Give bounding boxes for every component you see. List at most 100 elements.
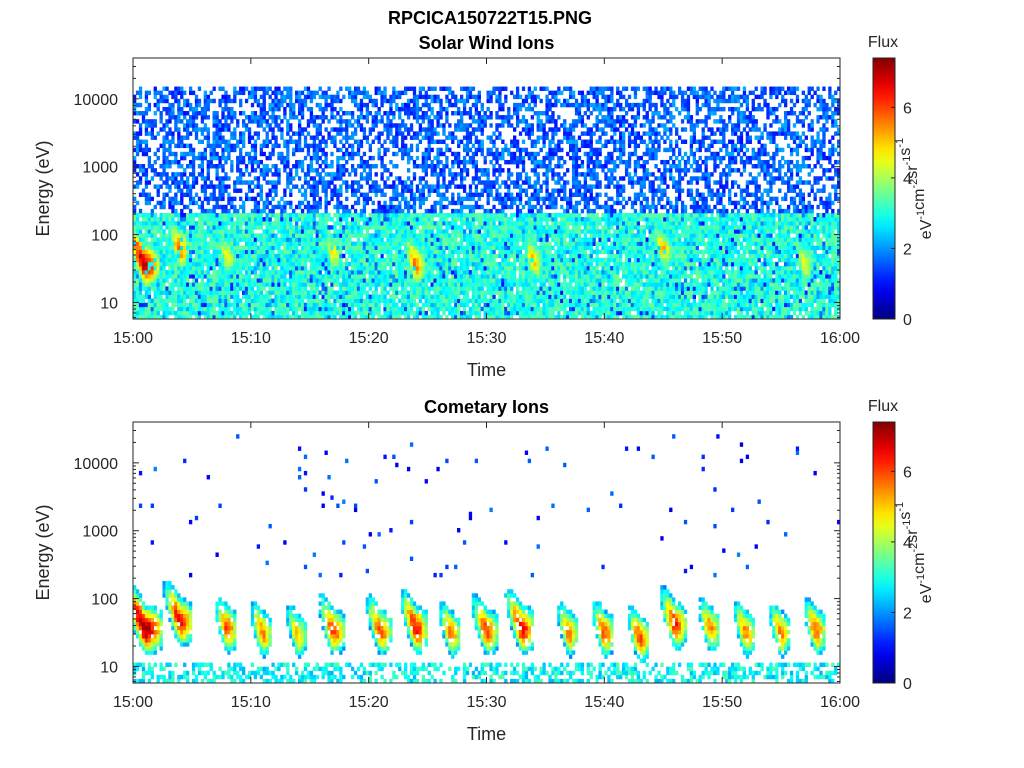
heatmap-cell — [330, 102, 334, 108]
heatmap-cell — [271, 127, 275, 132]
heatmap-cell — [271, 119, 275, 124]
heatmap-cell — [295, 249, 299, 255]
heatmap-cell — [480, 286, 484, 291]
heatmap-cell — [359, 282, 364, 287]
heatmap-cell — [439, 282, 443, 287]
heatmap-cell — [380, 282, 384, 287]
heatmap-cell — [336, 298, 340, 304]
heatmap-cell — [218, 155, 222, 161]
heatmap-cell — [141, 265, 146, 271]
heatmap-cell — [171, 286, 175, 291]
heatmap-cell — [295, 241, 299, 246]
heatmap-cell — [156, 172, 160, 177]
heatmap-cell — [233, 131, 237, 136]
heatmap-cell — [277, 176, 281, 181]
heatmap-cell — [174, 127, 178, 132]
heatmap-cell — [271, 233, 275, 238]
heatmap-cell — [135, 225, 140, 230]
heatmap-cell — [191, 90, 196, 96]
heatmap-cell — [165, 221, 169, 226]
heatmap-cell — [256, 86, 261, 91]
heatmap-cell — [150, 196, 154, 202]
heatmap-cell — [395, 208, 399, 214]
heatmap-cell — [374, 237, 378, 242]
heatmap-cell — [465, 204, 470, 210]
heatmap-cell — [135, 286, 140, 291]
heatmap-cell — [253, 261, 258, 267]
heatmap-cell — [312, 286, 316, 291]
heatmap-cell — [268, 225, 272, 230]
heatmap-cell — [312, 249, 316, 255]
heatmap-cell — [250, 237, 255, 242]
heatmap-cell — [377, 245, 381, 251]
heatmap-cell — [404, 274, 408, 279]
heatmap-cell — [439, 265, 443, 271]
heatmap-cell — [474, 265, 479, 271]
heatmap-cell — [250, 94, 255, 100]
heatmap-cell — [404, 212, 408, 218]
heatmap-cell — [392, 290, 396, 295]
heatmap-cell — [271, 290, 275, 295]
heatmap-cell — [477, 212, 481, 218]
heatmap-cell — [271, 261, 275, 267]
heatmap-cell — [451, 290, 455, 295]
heatmap-cell — [336, 274, 340, 279]
heatmap-cell — [424, 127, 428, 132]
heatmap-cell — [221, 298, 225, 304]
heatmap-cell — [165, 225, 169, 230]
heatmap-cell — [433, 94, 437, 100]
heatmap-cell — [280, 257, 284, 263]
heatmap-cell — [412, 265, 417, 271]
heatmap-cell — [371, 310, 375, 316]
heatmap-cell — [244, 217, 249, 222]
heatmap-cell — [457, 298, 461, 304]
heatmap-cell — [433, 131, 437, 136]
heatmap-cell — [147, 106, 152, 112]
heatmap-cell — [342, 180, 346, 185]
heatmap-cell — [194, 225, 199, 230]
heatmap-cell — [445, 290, 449, 295]
heatmap-cell — [312, 302, 316, 308]
heatmap-cell — [309, 98, 314, 104]
heatmap-cell — [365, 290, 370, 295]
heatmap-cell — [147, 245, 152, 251]
heatmap-cell — [303, 172, 308, 177]
heatmap-cell — [259, 94, 263, 100]
heatmap-cell — [174, 253, 178, 259]
heatmap-cell — [283, 245, 287, 251]
heatmap-cell — [462, 147, 467, 153]
heatmap-cell — [368, 94, 372, 100]
heatmap-cell — [180, 270, 184, 275]
heatmap-cell — [418, 290, 423, 295]
heatmap-cell — [280, 306, 284, 312]
heatmap-cell — [156, 106, 160, 112]
heatmap-cell — [433, 172, 437, 177]
heatmap-cell — [177, 164, 181, 169]
heatmap-cell — [224, 102, 228, 108]
heatmap-cell — [324, 290, 328, 295]
heatmap-cell — [377, 151, 381, 157]
heatmap-cell — [236, 278, 240, 283]
heatmap-cell — [203, 123, 207, 128]
heatmap-cell — [209, 241, 213, 246]
heatmap-cell — [454, 302, 458, 308]
heatmap-cell — [457, 257, 461, 263]
heatmap-cell — [459, 94, 464, 100]
heatmap-cell — [265, 302, 269, 308]
heatmap-cell — [483, 212, 487, 218]
heatmap-cell — [454, 111, 458, 116]
heatmap-cell — [445, 274, 449, 279]
heatmap-cell — [150, 278, 154, 283]
heatmap-cell — [392, 217, 396, 222]
heatmap-cell — [188, 164, 193, 169]
heatmap-cell — [274, 294, 278, 299]
heatmap-cell — [224, 225, 228, 230]
heatmap-cell — [153, 159, 157, 165]
heatmap-cell — [377, 306, 381, 312]
heatmap-cell — [480, 270, 484, 275]
heatmap-cell — [295, 204, 299, 210]
heatmap-cell — [365, 90, 370, 96]
heatmap-cell — [380, 94, 384, 100]
heatmap-cell — [247, 131, 252, 136]
heatmap-cell — [380, 278, 384, 283]
